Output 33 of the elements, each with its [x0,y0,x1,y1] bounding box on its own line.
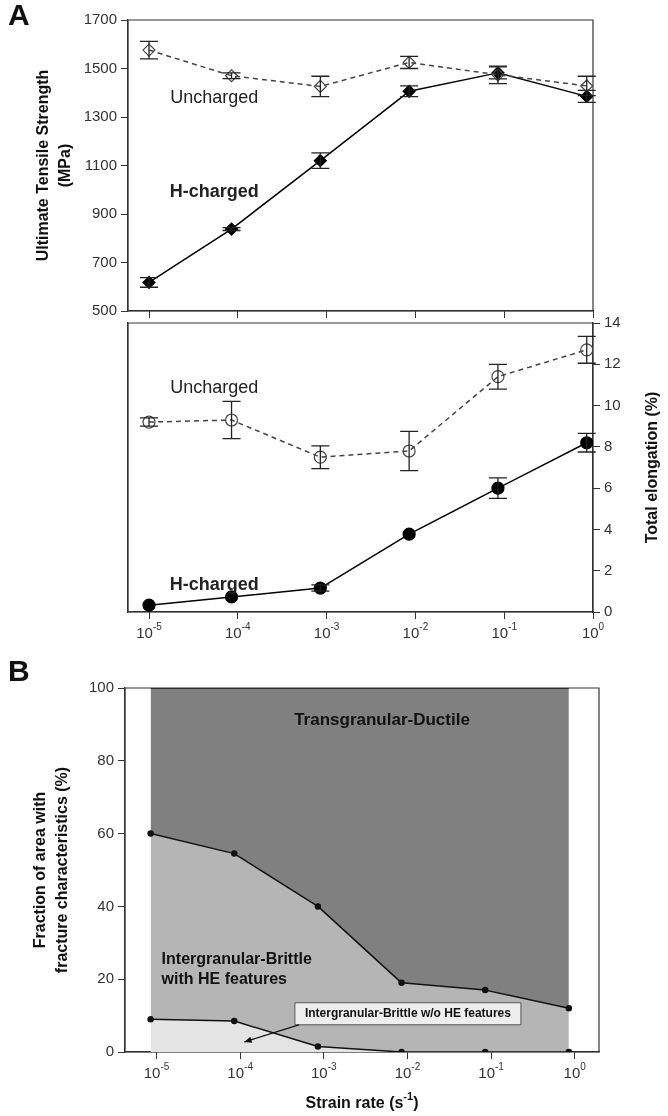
y-tick-label: 500 [91,301,117,319]
series-label: Uncharged [170,376,259,397]
y2-tick-label: 2 [604,560,613,578]
y-axis-title: Ultimate Tensile Strength (MPa) [34,69,74,262]
y-tick-label: 1300 [83,107,117,125]
series-label: H-charged [169,573,259,594]
y-tick-label: 1500 [83,58,117,76]
y-tick-label: 40 [97,896,114,914]
y2-tick-label: 4 [604,519,613,537]
y2-tick-label: 0 [604,602,613,620]
y2-tick-label: 14 [604,313,621,331]
y2-tick-label: 10 [604,395,621,413]
y2-axis-title: Total elongation (%) [643,391,661,544]
y-tick-label: 1700 [83,10,117,28]
series-label: Intergranular-Brittle w/o HE features [304,1006,512,1021]
y2-tick-label: 6 [604,478,613,496]
y-tick-label: 0 [105,1042,114,1060]
series-label: H-charged [169,181,259,201]
y2-tick-label: 12 [604,354,621,372]
y-tick-label: 900 [91,204,117,222]
series-label: Uncharged [170,86,259,107]
y-tick-label: 80 [97,750,114,768]
text: B [8,654,30,688]
series-label: Intergranular-Brittle with HE features [160,949,312,987]
text: A [8,0,30,32]
y-tick-label: 700 [91,252,117,270]
y-tick-label: 100 [88,678,114,696]
series-label: Transgranular-Ductile [294,710,470,730]
y-axis-title: Fraction of area with fracture characteristics (%) [31,766,71,974]
y2-tick-label: 8 [604,437,613,454]
y-tick-label: 20 [97,969,114,987]
y-tick-label: 60 [97,823,114,841]
y-tick-label: 1100 [84,155,117,173]
